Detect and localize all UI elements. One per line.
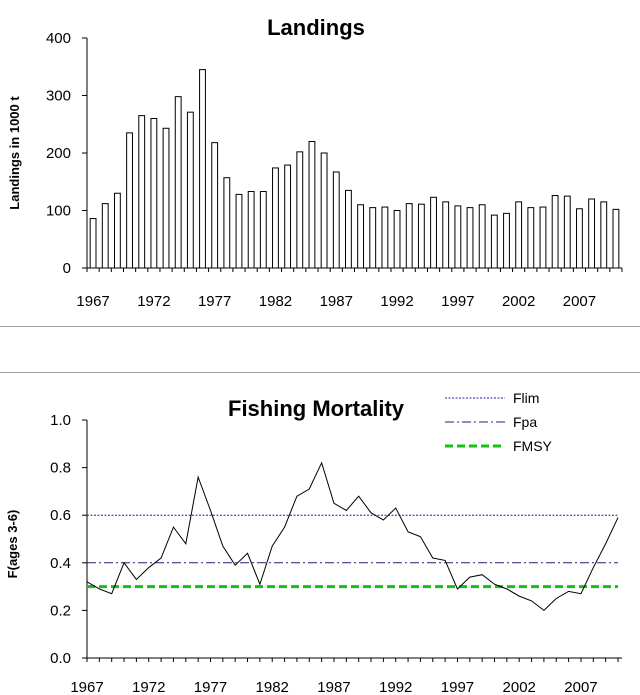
bar <box>332 171 340 269</box>
divider-line <box>0 372 640 373</box>
series-line <box>86 461 619 612</box>
bar <box>527 207 535 269</box>
y-tick-label: 0.0 <box>50 650 71 667</box>
x-tick-label: 2007 <box>563 293 596 310</box>
y-tick-label: 0.2 <box>50 602 71 619</box>
bar <box>503 212 510 269</box>
bar <box>223 177 231 269</box>
legend-label-fmsy: FMSY <box>513 438 553 454</box>
bar <box>478 204 486 269</box>
bar <box>150 118 158 269</box>
chart-title: Landings <box>267 15 365 40</box>
bar <box>199 69 206 269</box>
bar <box>345 189 352 269</box>
legend-label-fpa: Fpa <box>513 414 537 430</box>
bar <box>296 151 304 269</box>
chart-title: Fishing Mortality <box>228 396 405 421</box>
bar <box>186 111 194 269</box>
fishing-mortality-chart: Fishing Mortality 0.0 0.2 0.4 0.6 0.8 1.0 F(age… <box>5 390 622 695</box>
bar <box>417 203 425 269</box>
bar <box>600 201 608 269</box>
y-tick-label: 0.6 <box>50 507 71 524</box>
bar <box>211 142 219 269</box>
x-tick-label: 1977 <box>198 293 231 310</box>
bar <box>235 193 243 269</box>
bar <box>89 218 97 269</box>
bar <box>539 206 547 269</box>
y-axis-label: F(ages 3-6) <box>5 510 20 579</box>
bar <box>284 164 292 269</box>
bar <box>308 141 316 269</box>
x-tick-label: 1982 <box>259 293 292 310</box>
bar <box>113 192 121 269</box>
bar <box>369 207 377 269</box>
bar <box>515 201 523 269</box>
x-tick-label: 1997 <box>441 293 474 310</box>
x-tick-label: 1967 <box>70 679 103 695</box>
fishing-mortality-chart-panel: Fishing Mortality 0.0 0.2 0.4 0.6 0.8 1.0 F(age… <box>0 378 640 695</box>
y-tick-label: 0.4 <box>50 555 71 572</box>
y-axis-label: Landings in 1000 t <box>7 96 22 210</box>
bar <box>454 205 462 269</box>
bar <box>442 201 450 269</box>
bar <box>612 208 620 269</box>
x-tick-label: 2002 <box>502 293 535 310</box>
bar <box>430 196 437 269</box>
x-tick-label: 1982 <box>256 679 289 695</box>
x-tick-label: 1967 <box>76 293 109 310</box>
bar <box>320 152 328 269</box>
y-tick-label: 400 <box>46 30 71 47</box>
bar <box>101 203 109 269</box>
y-tick-label: 1.0 <box>50 412 71 429</box>
x-tick-label: 1992 <box>379 679 412 695</box>
y-tick-label: 100 <box>46 203 71 220</box>
bar <box>357 204 364 269</box>
x-tick-label: 1987 <box>320 293 353 310</box>
y-tick-label: 300 <box>46 88 71 105</box>
bar <box>259 191 267 269</box>
legend-label-flim: Flim <box>513 390 539 406</box>
bar <box>563 195 571 269</box>
bar <box>490 214 498 269</box>
bar <box>174 96 182 269</box>
divider-line <box>0 326 640 327</box>
x-tick-label: 2007 <box>564 679 597 695</box>
x-tick-label: 1987 <box>317 679 350 695</box>
bar <box>138 115 146 269</box>
bar <box>126 132 133 269</box>
x-tick-label: 1972 <box>132 679 165 695</box>
bar <box>247 191 255 269</box>
y-tick-label: 0 <box>63 260 71 277</box>
landings-chart-panel: Landings 0 100 200 300 400 Landings in 1000 t 1… <box>0 0 640 320</box>
bar <box>588 198 596 269</box>
x-tick-label: 1992 <box>380 293 413 310</box>
bar <box>551 195 559 269</box>
bar <box>162 127 170 269</box>
bar <box>576 208 583 269</box>
x-tick-label: 1977 <box>194 679 227 695</box>
y-tick-label: 0.8 <box>50 460 71 477</box>
bar <box>393 210 401 269</box>
bar <box>272 167 279 269</box>
bar <box>381 206 389 269</box>
x-tick-label: 2002 <box>503 679 536 695</box>
x-tick-label: 1997 <box>441 679 474 695</box>
bar <box>405 203 413 269</box>
bar <box>466 207 474 269</box>
y-tick-label: 200 <box>46 145 71 162</box>
landings-chart: Landings 0 100 200 300 400 Landings in 1000 t 1… <box>7 15 623 310</box>
x-tick-label: 1972 <box>137 293 170 310</box>
